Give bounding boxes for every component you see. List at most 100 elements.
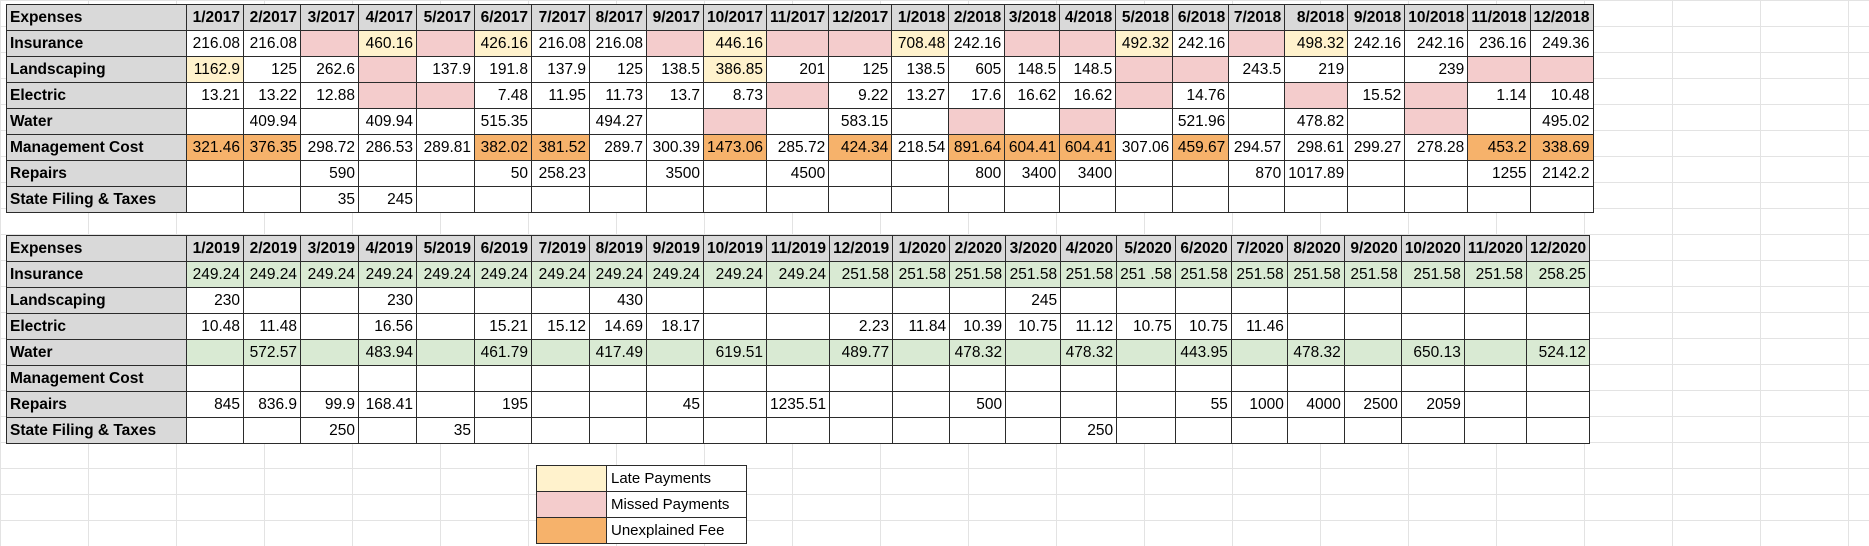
- table-cell[interactable]: [766, 82, 830, 109]
- table-cell[interactable]: [1005, 417, 1062, 444]
- table-cell[interactable]: 258.25: [1526, 261, 1591, 288]
- table-cell[interactable]: 1000: [1230, 391, 1288, 418]
- table-cell[interactable]: 16.62: [1059, 82, 1117, 109]
- table-cell[interactable]: [416, 339, 475, 366]
- table-cell[interactable]: [358, 56, 417, 83]
- table-cell[interactable]: [1347, 160, 1406, 187]
- table-cell[interactable]: [589, 365, 647, 392]
- table-cell[interactable]: [892, 417, 951, 444]
- row-label-cell[interactable]: Landscaping: [6, 287, 187, 314]
- table-cell[interactable]: [1174, 365, 1232, 392]
- table-cell[interactable]: [589, 417, 647, 444]
- table-cell[interactable]: 289.7: [589, 134, 647, 161]
- table-cell[interactable]: [1347, 56, 1406, 83]
- table-cell[interactable]: 201: [766, 56, 830, 83]
- table-cell[interactable]: [1343, 365, 1402, 392]
- table-cell[interactable]: [702, 186, 768, 213]
- table-cell[interactable]: [1404, 108, 1469, 135]
- table-cell[interactable]: [1005, 391, 1062, 418]
- table-cell[interactable]: 125: [243, 56, 301, 83]
- table-cell[interactable]: [1116, 287, 1176, 314]
- table-cell[interactable]: [416, 160, 475, 187]
- table-cell[interactable]: [300, 287, 359, 314]
- table-cell[interactable]: 870: [1228, 160, 1286, 187]
- table-cell[interactable]: [186, 108, 244, 135]
- table-cell[interactable]: [243, 186, 301, 213]
- table-cell[interactable]: 446.16: [702, 30, 768, 57]
- table-cell[interactable]: 478.32: [949, 339, 1007, 366]
- table-cell[interactable]: [1529, 186, 1594, 213]
- table-cell[interactable]: [531, 186, 590, 213]
- table-cell[interactable]: [828, 160, 893, 187]
- table-cell[interactable]: [892, 339, 951, 366]
- header-month-cell[interactable]: 10/2019: [702, 235, 768, 262]
- table-cell[interactable]: 249.24: [702, 261, 768, 288]
- table-cell[interactable]: 590: [300, 160, 359, 187]
- table-cell[interactable]: [766, 365, 831, 392]
- table-cell[interactable]: [702, 108, 768, 135]
- table-cell[interactable]: [186, 186, 244, 213]
- legend-label-late[interactable]: Late Payments: [606, 465, 747, 492]
- table-cell[interactable]: [243, 160, 301, 187]
- table-cell[interactable]: [531, 365, 590, 392]
- table-cell[interactable]: [1230, 339, 1288, 366]
- table-cell[interactable]: [1059, 30, 1117, 57]
- header-month-cell[interactable]: 6/2017: [474, 4, 532, 31]
- row-label-cell[interactable]: Insurance: [6, 261, 187, 288]
- table-cell[interactable]: 138.5: [891, 56, 950, 83]
- header-month-cell[interactable]: 10/2018: [1404, 4, 1469, 31]
- header-month-cell[interactable]: 11/2019: [766, 235, 831, 262]
- table-cell[interactable]: 708.48: [891, 30, 950, 57]
- table-cell[interactable]: [766, 287, 831, 314]
- table-cell[interactable]: [1230, 287, 1288, 314]
- row-label-cell[interactable]: State Filing & Taxes: [6, 417, 187, 444]
- table-cell[interactable]: [1467, 186, 1531, 213]
- table-cell[interactable]: [949, 287, 1007, 314]
- legend-swatch-late[interactable]: [536, 465, 607, 492]
- table-cell[interactable]: [1115, 82, 1174, 109]
- table-cell[interactable]: 50: [474, 160, 532, 187]
- legend-label-unexplained[interactable]: Unexplained Fee: [606, 517, 747, 544]
- table-cell[interactable]: 300.39: [646, 134, 704, 161]
- table-cell[interactable]: [948, 186, 1006, 213]
- table-cell[interactable]: [1347, 108, 1406, 135]
- table-cell[interactable]: 137.9: [531, 56, 590, 83]
- header-expenses-cell[interactable]: Expenses: [6, 235, 187, 262]
- table-cell[interactable]: 218.54: [891, 134, 950, 161]
- table-cell[interactable]: 251.58: [1400, 261, 1465, 288]
- table-cell[interactable]: [646, 30, 704, 57]
- table-cell[interactable]: [474, 186, 532, 213]
- table-cell[interactable]: 13.21: [186, 82, 244, 109]
- table-cell[interactable]: 245: [358, 186, 417, 213]
- table-cell[interactable]: [766, 339, 831, 366]
- table-cell[interactable]: [766, 30, 830, 57]
- table-cell[interactable]: 251 .58: [1116, 261, 1176, 288]
- table-cell[interactable]: [358, 82, 417, 109]
- header-month-cell[interactable]: 3/2019: [300, 235, 359, 262]
- table-cell[interactable]: 307.06: [1115, 134, 1174, 161]
- table-cell[interactable]: 262.6: [300, 56, 359, 83]
- table-cell[interactable]: [1115, 56, 1174, 83]
- table-cell[interactable]: [949, 417, 1007, 444]
- table-cell[interactable]: 242.16: [1404, 30, 1469, 57]
- table-cell[interactable]: 1.14: [1467, 82, 1531, 109]
- table-cell[interactable]: [891, 160, 950, 187]
- table-cell[interactable]: [829, 365, 894, 392]
- table-cell[interactable]: 250: [1060, 417, 1118, 444]
- table-cell[interactable]: 443.95: [1174, 339, 1232, 366]
- table-cell[interactable]: 10.75: [1116, 313, 1176, 340]
- header-month-cell[interactable]: 1/2020: [892, 235, 951, 262]
- table-cell[interactable]: [1228, 30, 1286, 57]
- table-cell[interactable]: [1284, 186, 1349, 213]
- header-month-cell[interactable]: 12/2019: [829, 235, 894, 262]
- table-cell[interactable]: 460.16: [358, 30, 417, 57]
- table-cell[interactable]: [1467, 56, 1531, 83]
- table-cell[interactable]: [358, 160, 417, 187]
- table-cell[interactable]: 1235.51: [766, 391, 831, 418]
- table-cell[interactable]: 18.17: [646, 313, 704, 340]
- table-cell[interactable]: [1463, 417, 1528, 444]
- header-expenses-cell[interactable]: Expenses: [6, 4, 187, 31]
- table-cell[interactable]: 249.24: [646, 261, 704, 288]
- table-cell[interactable]: [186, 365, 244, 392]
- table-cell[interactable]: [1005, 365, 1062, 392]
